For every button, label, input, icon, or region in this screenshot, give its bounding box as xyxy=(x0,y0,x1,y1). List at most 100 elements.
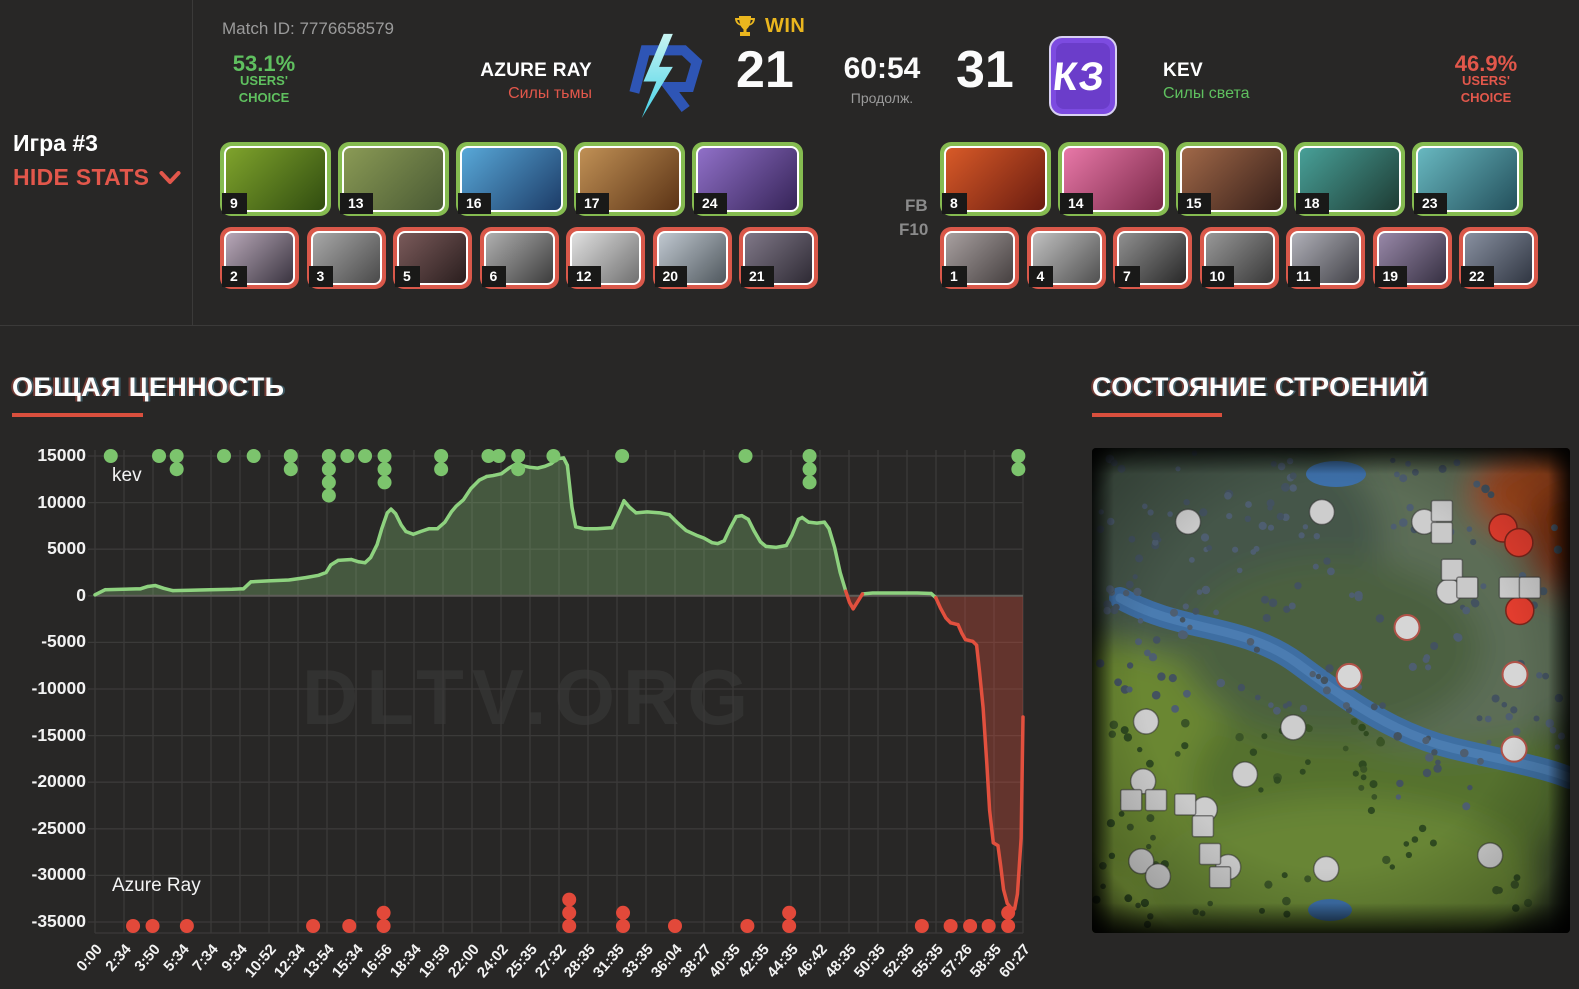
y-axis-tick-label: -20000 xyxy=(31,771,87,792)
users-choice-left-line2: CHOICE xyxy=(238,90,290,105)
y-axis-tick-label: 0 xyxy=(76,584,86,605)
hero-tile[interactable]: 10 xyxy=(1199,227,1279,289)
y-axis-tick-label: -15000 xyxy=(31,724,87,745)
users-choice-right-line2: CHOICE xyxy=(1460,90,1512,105)
y-axis-tick-label: -35000 xyxy=(31,911,87,931)
header-vertical-divider xyxy=(192,0,193,325)
win-indicator: WIN xyxy=(733,14,805,38)
draft-order-badge: 19 xyxy=(1374,266,1408,287)
hero-tile[interactable]: 3 xyxy=(306,227,386,289)
buildings-title: СОСТОЯНИЕ СТРОЕНИЙ xyxy=(1092,372,1429,402)
hero-tile[interactable]: 19 xyxy=(1372,227,1452,289)
hero-portrait xyxy=(1376,231,1448,285)
draft-order-badge: 5 xyxy=(395,266,420,287)
score-right: 31 xyxy=(956,41,1014,99)
hero-tile[interactable]: 21 xyxy=(739,227,818,289)
hero-tile[interactable]: 4 xyxy=(1026,227,1106,289)
hero-portrait xyxy=(656,231,728,285)
draft-order-badge: 1 xyxy=(942,266,967,287)
draft-order-badge: 13 xyxy=(340,193,373,214)
draft-order-badge: 9 xyxy=(222,193,247,214)
users-choice-right: 46.9% USERS' CHOICE xyxy=(1436,51,1536,106)
hero-portrait xyxy=(743,231,814,285)
hero-portrait xyxy=(944,146,1047,212)
networth-title-underline xyxy=(12,413,143,417)
hero-tile[interactable]: 14 xyxy=(1058,142,1169,216)
hero-portrait xyxy=(397,231,468,285)
team-right-logo: КЗ xyxy=(1049,36,1117,116)
team-right-name: KEV xyxy=(1163,60,1203,81)
hero-tile[interactable]: 22 xyxy=(1459,227,1538,289)
draft-order-badge: 17 xyxy=(576,193,609,214)
users-choice-left: 53.1% USERS' CHOICE xyxy=(214,51,314,106)
duration-value: 60:54 xyxy=(843,52,921,85)
hero-tile[interactable]: 15 xyxy=(1176,142,1287,216)
team-left-name: AZURE RAY xyxy=(480,60,592,81)
users-choice-left-line1: USERS' xyxy=(240,73,288,88)
chart-label-kev: kev xyxy=(112,465,142,486)
draft-order-badge: 14 xyxy=(1060,193,1093,214)
y-axis-tick-label: 10000 xyxy=(37,491,86,512)
game-number-label: Игра #3 xyxy=(13,130,98,156)
trophy-icon xyxy=(735,16,755,36)
users-choice-left-percent: 53.1% xyxy=(232,51,296,76)
hero-tile[interactable]: 18 xyxy=(1294,142,1405,216)
hide-stats-label: HIDE STATS xyxy=(13,164,150,190)
hero-tile[interactable]: 1 xyxy=(940,227,1019,289)
draft-order-badge: 18 xyxy=(1296,193,1329,214)
hero-tile[interactable]: 12 xyxy=(566,227,645,289)
hero-tile[interactable]: 2 xyxy=(220,227,299,289)
hero-tile[interactable]: 23 xyxy=(1412,142,1523,216)
f10-label: F10 xyxy=(899,220,929,239)
header-horizontal-divider xyxy=(0,325,1579,326)
buildings-title-underline xyxy=(1092,413,1222,417)
svg-text:КЗ: КЗ xyxy=(1051,55,1107,99)
draft-order-badge: 6 xyxy=(481,266,507,287)
watermark: DLTV.ORG xyxy=(302,653,757,741)
hero-tile[interactable]: 24 xyxy=(692,142,803,216)
y-axis-tick-label: -5000 xyxy=(41,631,86,652)
users-choice-right-line1: USERS' xyxy=(1462,73,1510,88)
hero-tile[interactable]: 13 xyxy=(338,142,449,216)
hero-tile[interactable]: 20 xyxy=(652,227,732,289)
y-axis-tick-label: -30000 xyxy=(31,864,87,885)
team-right-faction: Силы света xyxy=(1163,85,1250,102)
draft-order-badge: 4 xyxy=(1028,266,1054,287)
team-right-block: KEV Силы света xyxy=(1163,60,1383,103)
buildings-minimap xyxy=(1092,448,1570,933)
hero-tile[interactable]: 11 xyxy=(1286,227,1365,289)
y-axis-tick-label: -10000 xyxy=(31,678,87,698)
hide-stats-button[interactable]: HIDE STATS xyxy=(13,164,181,191)
draft-order-badge: 15 xyxy=(1178,193,1211,214)
duration-block: 60:54 Продолж. xyxy=(832,52,932,106)
y-axis-tick-label: -25000 xyxy=(31,817,87,838)
draft-order-badge: 2 xyxy=(222,266,247,287)
team-left-block: AZURE RAY Силы тьмы xyxy=(392,60,592,103)
hero-tile[interactable]: 17 xyxy=(574,142,685,216)
team-left-logo xyxy=(629,33,703,119)
draft-order-badge: 21 xyxy=(741,266,774,287)
users-choice-right-percent: 46.9% xyxy=(1454,51,1518,76)
y-axis-tick-label: 5000 xyxy=(47,538,86,559)
hero-tile[interactable]: 16 xyxy=(456,142,567,216)
chart-label-azure-ray: Azure Ray xyxy=(112,875,201,896)
hero-tile[interactable]: 8 xyxy=(940,142,1051,216)
duration-caption: Продолж. xyxy=(850,90,914,106)
draft-order-badge: 10 xyxy=(1201,266,1235,287)
draft-order-badge: 16 xyxy=(458,193,491,214)
match-id: Match ID: 7776658579 xyxy=(222,19,395,38)
draft-order-badge: 23 xyxy=(1414,193,1447,214)
hero-tile[interactable]: 9 xyxy=(220,142,331,216)
chevron-down-icon xyxy=(159,170,181,184)
hero-tile[interactable]: 7 xyxy=(1113,227,1192,289)
team-left-faction: Силы тьмы xyxy=(508,85,592,102)
draft-order-badge: 20 xyxy=(654,266,688,287)
draft-order-badge: 24 xyxy=(694,193,727,214)
hero-tile[interactable]: 5 xyxy=(393,227,472,289)
hero-tile[interactable]: 6 xyxy=(479,227,559,289)
networth-title: ОБЩАЯ ЦЕННОСТЬ xyxy=(12,372,285,402)
draft-order-badge: 8 xyxy=(942,193,967,214)
draft-order-badge: 3 xyxy=(308,266,334,287)
